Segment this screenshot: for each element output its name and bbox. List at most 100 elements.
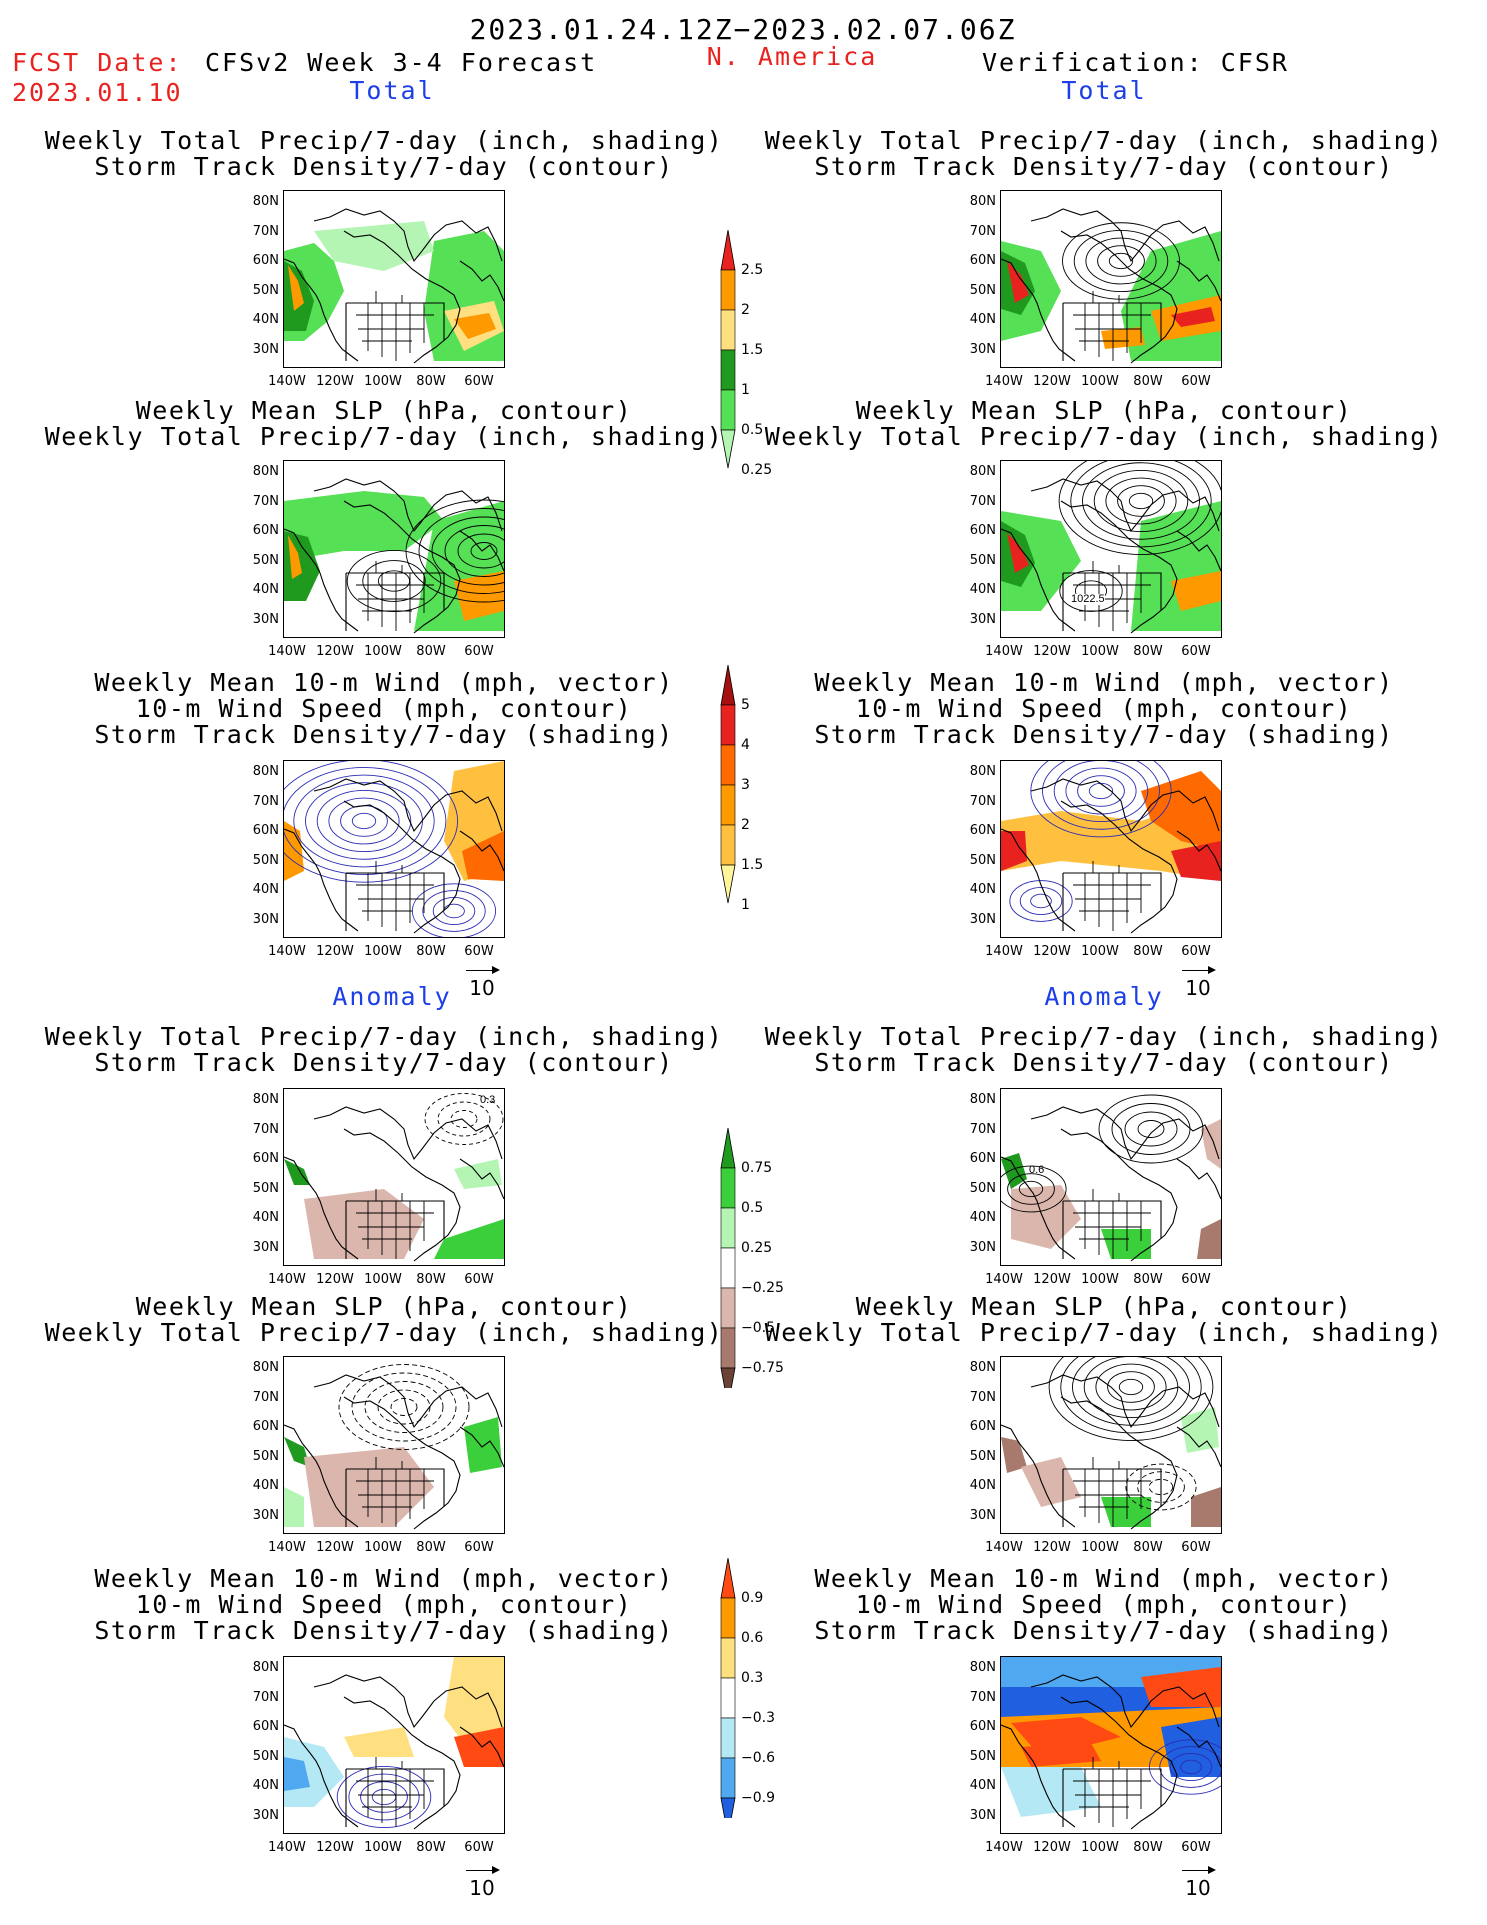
latitude-label: 60N <box>252 1151 279 1166</box>
arrow-icon <box>1178 1866 1218 1876</box>
latitude-label: 80N <box>252 1360 279 1375</box>
latitude-label: 60N <box>252 523 279 538</box>
title-line: 10-m Wind Speed (mph, contour) <box>135 1590 633 1619</box>
latitude-label: 50N <box>252 552 279 568</box>
longitude-label: 100W <box>1081 1272 1119 1287</box>
slp-high-label: 1022.5 <box>1071 593 1105 605</box>
title-line: Weekly Mean 10-m Wind (mph, vector) <box>814 668 1394 697</box>
title-fcst-total-precip: Weekly Total Precip/7-day (inch, shading… <box>45 128 724 180</box>
title-line: Weekly Total Precip/7-day (inch, shading… <box>764 1318 1444 1347</box>
latitude-label: 60N <box>969 523 996 538</box>
latitude-label: 70N <box>252 1121 279 1137</box>
longitude-label: 100W <box>364 1540 402 1555</box>
latitude-label: 30N <box>969 1807 996 1823</box>
map-graphic <box>284 478 504 634</box>
title-line: Weekly Mean SLP (hPa, contour) <box>135 1292 633 1321</box>
longitude-label: 60W <box>464 1272 494 1287</box>
latitude-label: 80N <box>969 1092 996 1107</box>
latitude-label: 30N <box>969 1239 996 1255</box>
longitude-label: 100W <box>364 374 402 389</box>
title-line: Weekly Mean SLP (hPa, contour) <box>855 396 1353 425</box>
latitude-label: 70N <box>969 1689 996 1705</box>
map-fcst-anom-wind <box>283 1656 505 1834</box>
latitude-label: 30N <box>252 341 279 357</box>
map-fcst-total-slp <box>283 460 505 638</box>
title-verif-anom-slp: Weekly Mean SLP (hPa, contour) Weekly To… <box>765 1294 1444 1346</box>
colorbar-tick-label: 0.5 <box>741 1200 764 1216</box>
latitude-label: 80N <box>252 464 279 479</box>
latitude-label: 40N <box>969 582 996 597</box>
title-line: Weekly Total Precip/7-day (inch, shading… <box>764 126 1444 155</box>
colorbar-graphic <box>720 1128 736 1388</box>
latitude-label: 80N <box>969 464 996 479</box>
latitude-label: 70N <box>252 793 279 809</box>
longitude-label: 80W <box>1133 944 1163 959</box>
latitude-label: 40N <box>969 1778 996 1793</box>
title-line: 10-m Wind Speed (mph, contour) <box>855 694 1353 723</box>
longitude-label: 80W <box>416 644 446 659</box>
latitude-label: 70N <box>252 493 279 509</box>
latitude-label: 50N <box>252 1180 279 1196</box>
latitude-label: 80N <box>969 1660 996 1675</box>
period-title: 2023.01.24.12Z−2023.02.07.06Z <box>469 13 1017 46</box>
colorbar-tick-label: −0.6 <box>741 1750 775 1766</box>
latitude-label: 50N <box>252 282 279 298</box>
model-title: CFSv2 Week 3-4 Forecast <box>205 48 598 77</box>
colorbar-graphic <box>720 230 736 469</box>
latitude-label: 30N <box>252 1807 279 1823</box>
longitude-label: 80W <box>1133 1540 1163 1555</box>
map-fcst-total-precip <box>283 190 505 368</box>
vector-ref-label: 10 <box>1185 1876 1211 1900</box>
longitude-label: 80W <box>416 1540 446 1555</box>
colorbar-tick-label: −0.75 <box>741 1360 784 1376</box>
colorbar-tick-label: 0.25 <box>741 462 773 478</box>
latitude-label: 70N <box>252 223 279 239</box>
longitude-label: 60W <box>464 1540 494 1555</box>
longitude-label: 60W <box>464 944 494 959</box>
longitude-label: 140W <box>985 944 1023 959</box>
longitude-label: 60W <box>464 644 494 659</box>
latitude-label: 80N <box>252 1660 279 1675</box>
arrow-icon <box>462 966 502 976</box>
vector-ref-label: 10 <box>469 1876 495 1900</box>
map-verif-total-wind <box>1000 760 1222 938</box>
latitude-label: 40N <box>252 312 279 327</box>
latitude-label: 50N <box>969 1180 996 1196</box>
longitude-label: 100W <box>1081 1840 1119 1855</box>
colorbar-tick-label: 1.5 <box>741 342 764 358</box>
longitude-label: 140W <box>268 374 306 389</box>
longitude-label: 60W <box>1181 1540 1211 1555</box>
latitude-label: 70N <box>969 223 996 239</box>
map-graphic <box>284 1657 504 1830</box>
map-fcst-anom-precip: 0.3 <box>283 1088 505 1266</box>
title-line: Weekly Mean SLP (hPa, contour) <box>855 1292 1353 1321</box>
longitude-label: 100W <box>364 1840 402 1855</box>
longitude-label: 60W <box>1181 1840 1211 1855</box>
title-line: Storm Track Density/7-day (contour) <box>94 1048 674 1077</box>
longitude-label: 140W <box>268 944 306 959</box>
latitude-label: 80N <box>969 194 996 209</box>
longitude-label: 60W <box>464 374 494 389</box>
colorbar-tick-label: 4 <box>741 737 750 753</box>
map-verif-anom-precip: 0.6 <box>1000 1088 1222 1266</box>
title-line: Storm Track Density/7-day (contour) <box>814 152 1394 181</box>
longitude-label: 120W <box>1033 1540 1071 1555</box>
longitude-label: 60W <box>1181 1272 1211 1287</box>
latitude-label: 40N <box>252 582 279 597</box>
title-verif-anom-precip: Weekly Total Precip/7-day (inch, shading… <box>765 1024 1444 1076</box>
longitude-label: 100W <box>364 944 402 959</box>
latitude-label: 30N <box>969 341 996 357</box>
latitude-label: 30N <box>252 1507 279 1523</box>
latitude-label: 40N <box>969 1478 996 1493</box>
map-graphic <box>1001 1094 1221 1262</box>
colorbar-tick-label: 5 <box>741 697 750 713</box>
longitude-label: 120W <box>316 1540 354 1555</box>
latitude-label: 60N <box>969 253 996 268</box>
latitude-label: 60N <box>969 823 996 838</box>
latitude-label: 50N <box>252 1748 279 1764</box>
title-line: Storm Track Density/7-day (shading) <box>814 1616 1394 1645</box>
latitude-label: 60N <box>252 253 279 268</box>
title-line: Weekly Total Precip/7-day (inch, shading… <box>44 1318 724 1347</box>
longitude-label: 120W <box>316 944 354 959</box>
colorbar-tick-label: 0.5 <box>741 422 764 438</box>
